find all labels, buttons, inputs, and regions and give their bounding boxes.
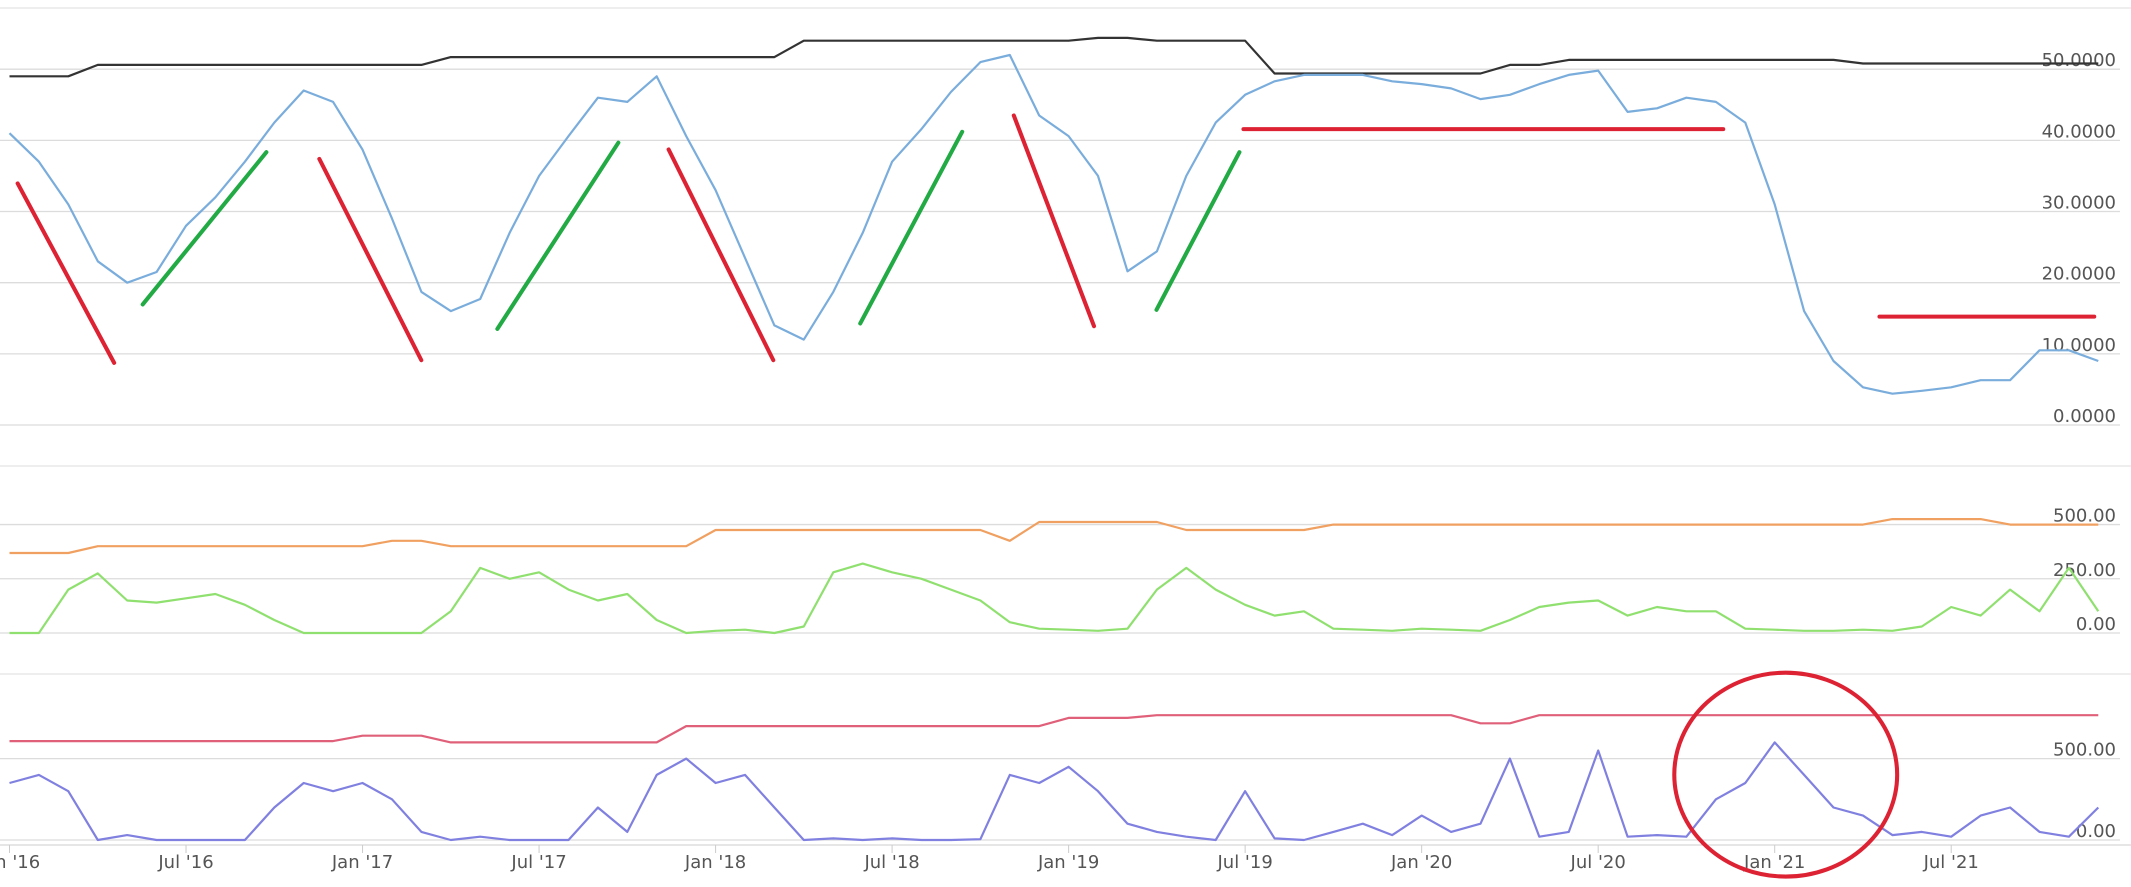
- y-tick-label: 250.00: [2053, 560, 2116, 581]
- series-line: [9, 714, 2099, 744]
- y-tick-label: 500.00: [2053, 506, 2116, 527]
- x-tick-label: Jul '16: [157, 852, 213, 873]
- series-line: [9, 562, 2100, 635]
- y-tick-label: 500.00: [2053, 740, 2116, 761]
- y-tick-label: 20.0000: [2042, 264, 2116, 285]
- x-tick-label: Jan '17: [331, 852, 393, 873]
- x-tick-label: Jul '19: [1216, 852, 1272, 873]
- trend-down: [1011, 113, 1097, 329]
- y-tick-label: 40.0000: [2042, 121, 2116, 142]
- trend-down: [15, 181, 117, 365]
- y-tick-label: 0.00: [2076, 821, 2116, 842]
- x-tick-label: Jul '21: [1923, 852, 1979, 873]
- x-tick-label: Jan '18: [684, 852, 746, 873]
- series-line: [9, 518, 2099, 555]
- x-tick-label: Jan '21: [1743, 852, 1805, 873]
- series-line: [8, 53, 2099, 395]
- series-line: [9, 36, 2099, 78]
- y-tick-label: 0.00: [2076, 614, 2116, 635]
- trend-up: [495, 140, 621, 331]
- y-tick-label: 50.0000: [2042, 50, 2116, 71]
- x-tick-label: Jul '20: [1570, 852, 1626, 873]
- x-tick-label: Jan '16: [0, 852, 40, 873]
- highlight-circle: [1672, 670, 1900, 879]
- trend-down: [317, 156, 424, 363]
- y-tick-label: 0.0000: [2053, 406, 2116, 427]
- x-tick-label: Jul '17: [510, 852, 566, 873]
- x-tick-label: Jan '19: [1037, 852, 1099, 873]
- trend-up: [140, 150, 269, 307]
- annotations: [15, 113, 2097, 879]
- y-tick-label: 30.0000: [2042, 193, 2116, 214]
- trend-up: [1154, 150, 1242, 312]
- trend-down: [666, 147, 776, 363]
- plots: 0.0000 10.0000 20.0000 30.0000 40.0000 50.000…: [0, 36, 2120, 873]
- trend-up: [858, 129, 965, 326]
- series-line: [9, 741, 2100, 842]
- y-tick-label: 10.0000: [2042, 335, 2116, 356]
- x-tick-label: Jan '20: [1390, 852, 1452, 873]
- x-tick-label: Jul '18: [863, 852, 919, 873]
